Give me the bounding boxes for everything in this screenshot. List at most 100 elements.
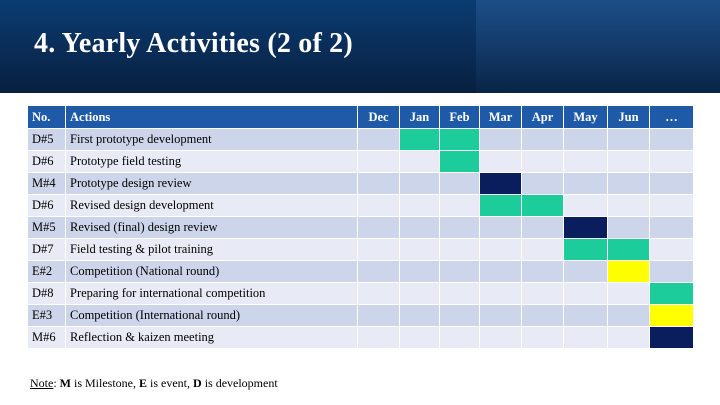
- note-d: D: [193, 376, 202, 390]
- row-action: Reflection & kaizen meeting: [65, 326, 358, 349]
- header-no: No.: [27, 105, 66, 129]
- schedule-cell: [399, 260, 440, 283]
- header-month: Jan: [399, 105, 440, 129]
- schedule-cell: [607, 128, 650, 151]
- schedule-cell: [607, 326, 650, 349]
- note-m: M: [59, 376, 71, 390]
- header-actions: Actions: [65, 105, 358, 129]
- header-month: Feb: [439, 105, 480, 129]
- schedule-cell: [439, 194, 480, 217]
- schedule-cell: [563, 172, 608, 195]
- schedule-cell: [357, 172, 400, 195]
- schedule-cell: [399, 326, 440, 349]
- table-row: D#8 Preparing for international competiti…: [27, 282, 694, 305]
- note-label: Note: [30, 376, 54, 390]
- table-row: D#6 Prototype field testing: [27, 150, 694, 173]
- table-row: M#6 Reflection & kaizen meeting: [27, 326, 694, 349]
- row-number: M#5: [27, 216, 66, 239]
- row-number: E#3: [27, 304, 66, 327]
- schedule-cell-active: [521, 194, 564, 217]
- row-number: E#2: [27, 260, 66, 283]
- row-action: Preparing for international competition: [65, 282, 358, 305]
- schedule-cell: [607, 194, 650, 217]
- note-d-text: is development: [201, 376, 278, 390]
- header-month: Jun: [607, 105, 650, 129]
- schedule-cell-active: [479, 194, 522, 217]
- schedule-cell: [357, 150, 400, 173]
- schedule-cell: [399, 238, 440, 261]
- schedule-cell-active: [563, 238, 608, 261]
- schedule-cell: [439, 172, 480, 195]
- schedule-cell-active: [649, 304, 694, 327]
- schedule-cell: [439, 304, 480, 327]
- title-bar: 4. Yearly Activities (2 of 2): [0, 0, 720, 93]
- schedule-cell: [521, 172, 564, 195]
- schedule-cell: [357, 304, 400, 327]
- schedule-cell: [357, 194, 400, 217]
- schedule-cell: [521, 216, 564, 239]
- schedule-cell: [521, 326, 564, 349]
- row-action: Revised (final) design review: [65, 216, 358, 239]
- schedule-cell: [563, 194, 608, 217]
- row-action: Revised design development: [65, 194, 358, 217]
- header-row: No. Actions Dec Jan Feb Mar Apr May Jun …: [27, 105, 694, 129]
- row-number: M#4: [27, 172, 66, 195]
- schedule-cell-active: [563, 216, 608, 239]
- row-action: First prototype development: [65, 128, 358, 151]
- schedule-cell: [563, 282, 608, 305]
- table-row: E#2 Competition (National round): [27, 260, 694, 283]
- schedule-cell: [563, 150, 608, 173]
- schedule-cell: [439, 238, 480, 261]
- schedule-cell: [649, 216, 694, 239]
- header-month: Mar: [479, 105, 522, 129]
- schedule-cell-active: [439, 128, 480, 151]
- note-e-text: is event,: [147, 376, 194, 390]
- schedule-cell: [357, 216, 400, 239]
- row-number: D#5: [27, 128, 66, 151]
- schedule-cell: [439, 216, 480, 239]
- schedule-cell: [649, 150, 694, 173]
- schedule-cell-active: [649, 282, 694, 305]
- schedule-cell: [357, 326, 400, 349]
- table-row: E#3 Competition (International round): [27, 304, 694, 327]
- slide-title: 4. Yearly Activities (2 of 2): [34, 28, 353, 59]
- schedule-cell: [563, 304, 608, 327]
- schedule-cell: [479, 260, 522, 283]
- schedule-cell: [357, 128, 400, 151]
- schedule-cell: [607, 216, 650, 239]
- row-number: D#6: [27, 194, 66, 217]
- schedule-cell: [357, 260, 400, 283]
- schedule-cell: [649, 238, 694, 261]
- table-body: D#5 First prototype development D#6 Prototy…: [27, 128, 694, 349]
- title-sheen: [476, 0, 720, 93]
- schedule-cell: [479, 150, 522, 173]
- row-action: Field testing & pilot training: [65, 238, 358, 261]
- schedule-cell: [479, 216, 522, 239]
- header-month: May: [563, 105, 608, 129]
- row-number: D#7: [27, 238, 66, 261]
- schedule-cell: [357, 282, 400, 305]
- schedule-cell: [521, 150, 564, 173]
- row-number: D#8: [27, 282, 66, 305]
- schedule-cell: [521, 260, 564, 283]
- row-action: Competition (National round): [65, 260, 358, 283]
- schedule-cell: [439, 260, 480, 283]
- schedule-cell: [563, 128, 608, 151]
- header-month: Dec: [357, 105, 400, 129]
- note-sep: :: [53, 376, 60, 390]
- schedule-cell-active: [439, 150, 480, 173]
- schedule-cell: [607, 282, 650, 305]
- schedule-cell: [649, 172, 694, 195]
- row-number: M#6: [27, 326, 66, 349]
- activities-table: No. Actions Dec Jan Feb Mar Apr May Jun …: [27, 105, 694, 349]
- schedule-cell: [399, 150, 440, 173]
- schedule-cell-active: [399, 128, 440, 151]
- table-row: M#5 Revised (final) design review: [27, 216, 694, 239]
- schedule-cell: [521, 282, 564, 305]
- schedule-cell: [439, 326, 480, 349]
- schedule-cell-active: [479, 172, 522, 195]
- schedule-cell: [479, 282, 522, 305]
- schedule-cell: [607, 304, 650, 327]
- schedule-cell-active: [607, 238, 650, 261]
- row-action: Prototype design review: [65, 172, 358, 195]
